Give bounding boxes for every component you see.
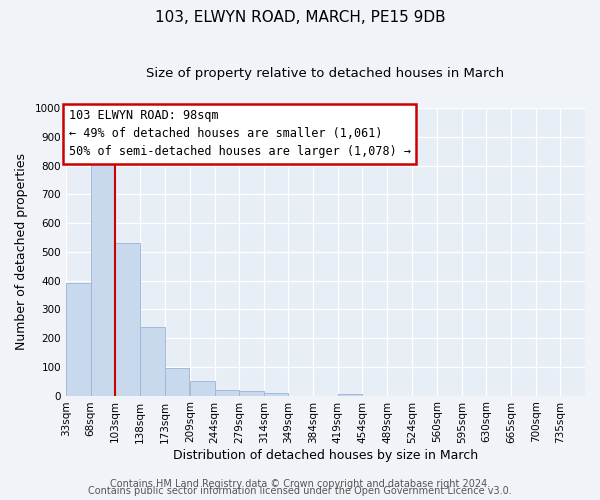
Bar [190, 381, 215, 396]
Bar [66, 284, 91, 396]
Bar [264, 392, 289, 396]
Bar [338, 394, 362, 396]
Bar [115, 243, 140, 396]
Text: 103 ELWYN ROAD: 98sqm
← 49% of detached houses are smaller (1,061)
50% of semi-d: 103 ELWYN ROAD: 98sqm ← 49% of detached … [68, 110, 410, 158]
Text: Contains public sector information licensed under the Open Government Licence v3: Contains public sector information licen… [88, 486, 512, 496]
Bar [239, 392, 264, 396]
Bar [140, 326, 164, 396]
Title: Size of property relative to detached houses in March: Size of property relative to detached ho… [146, 68, 505, 80]
Text: 103, ELWYN ROAD, MARCH, PE15 9DB: 103, ELWYN ROAD, MARCH, PE15 9DB [155, 10, 445, 25]
X-axis label: Distribution of detached houses by size in March: Distribution of detached houses by size … [173, 450, 478, 462]
Bar [215, 390, 239, 396]
Bar [91, 158, 115, 396]
Bar [164, 368, 189, 396]
Text: Contains HM Land Registry data © Crown copyright and database right 2024.: Contains HM Land Registry data © Crown c… [110, 479, 490, 489]
Y-axis label: Number of detached properties: Number of detached properties [15, 154, 28, 350]
